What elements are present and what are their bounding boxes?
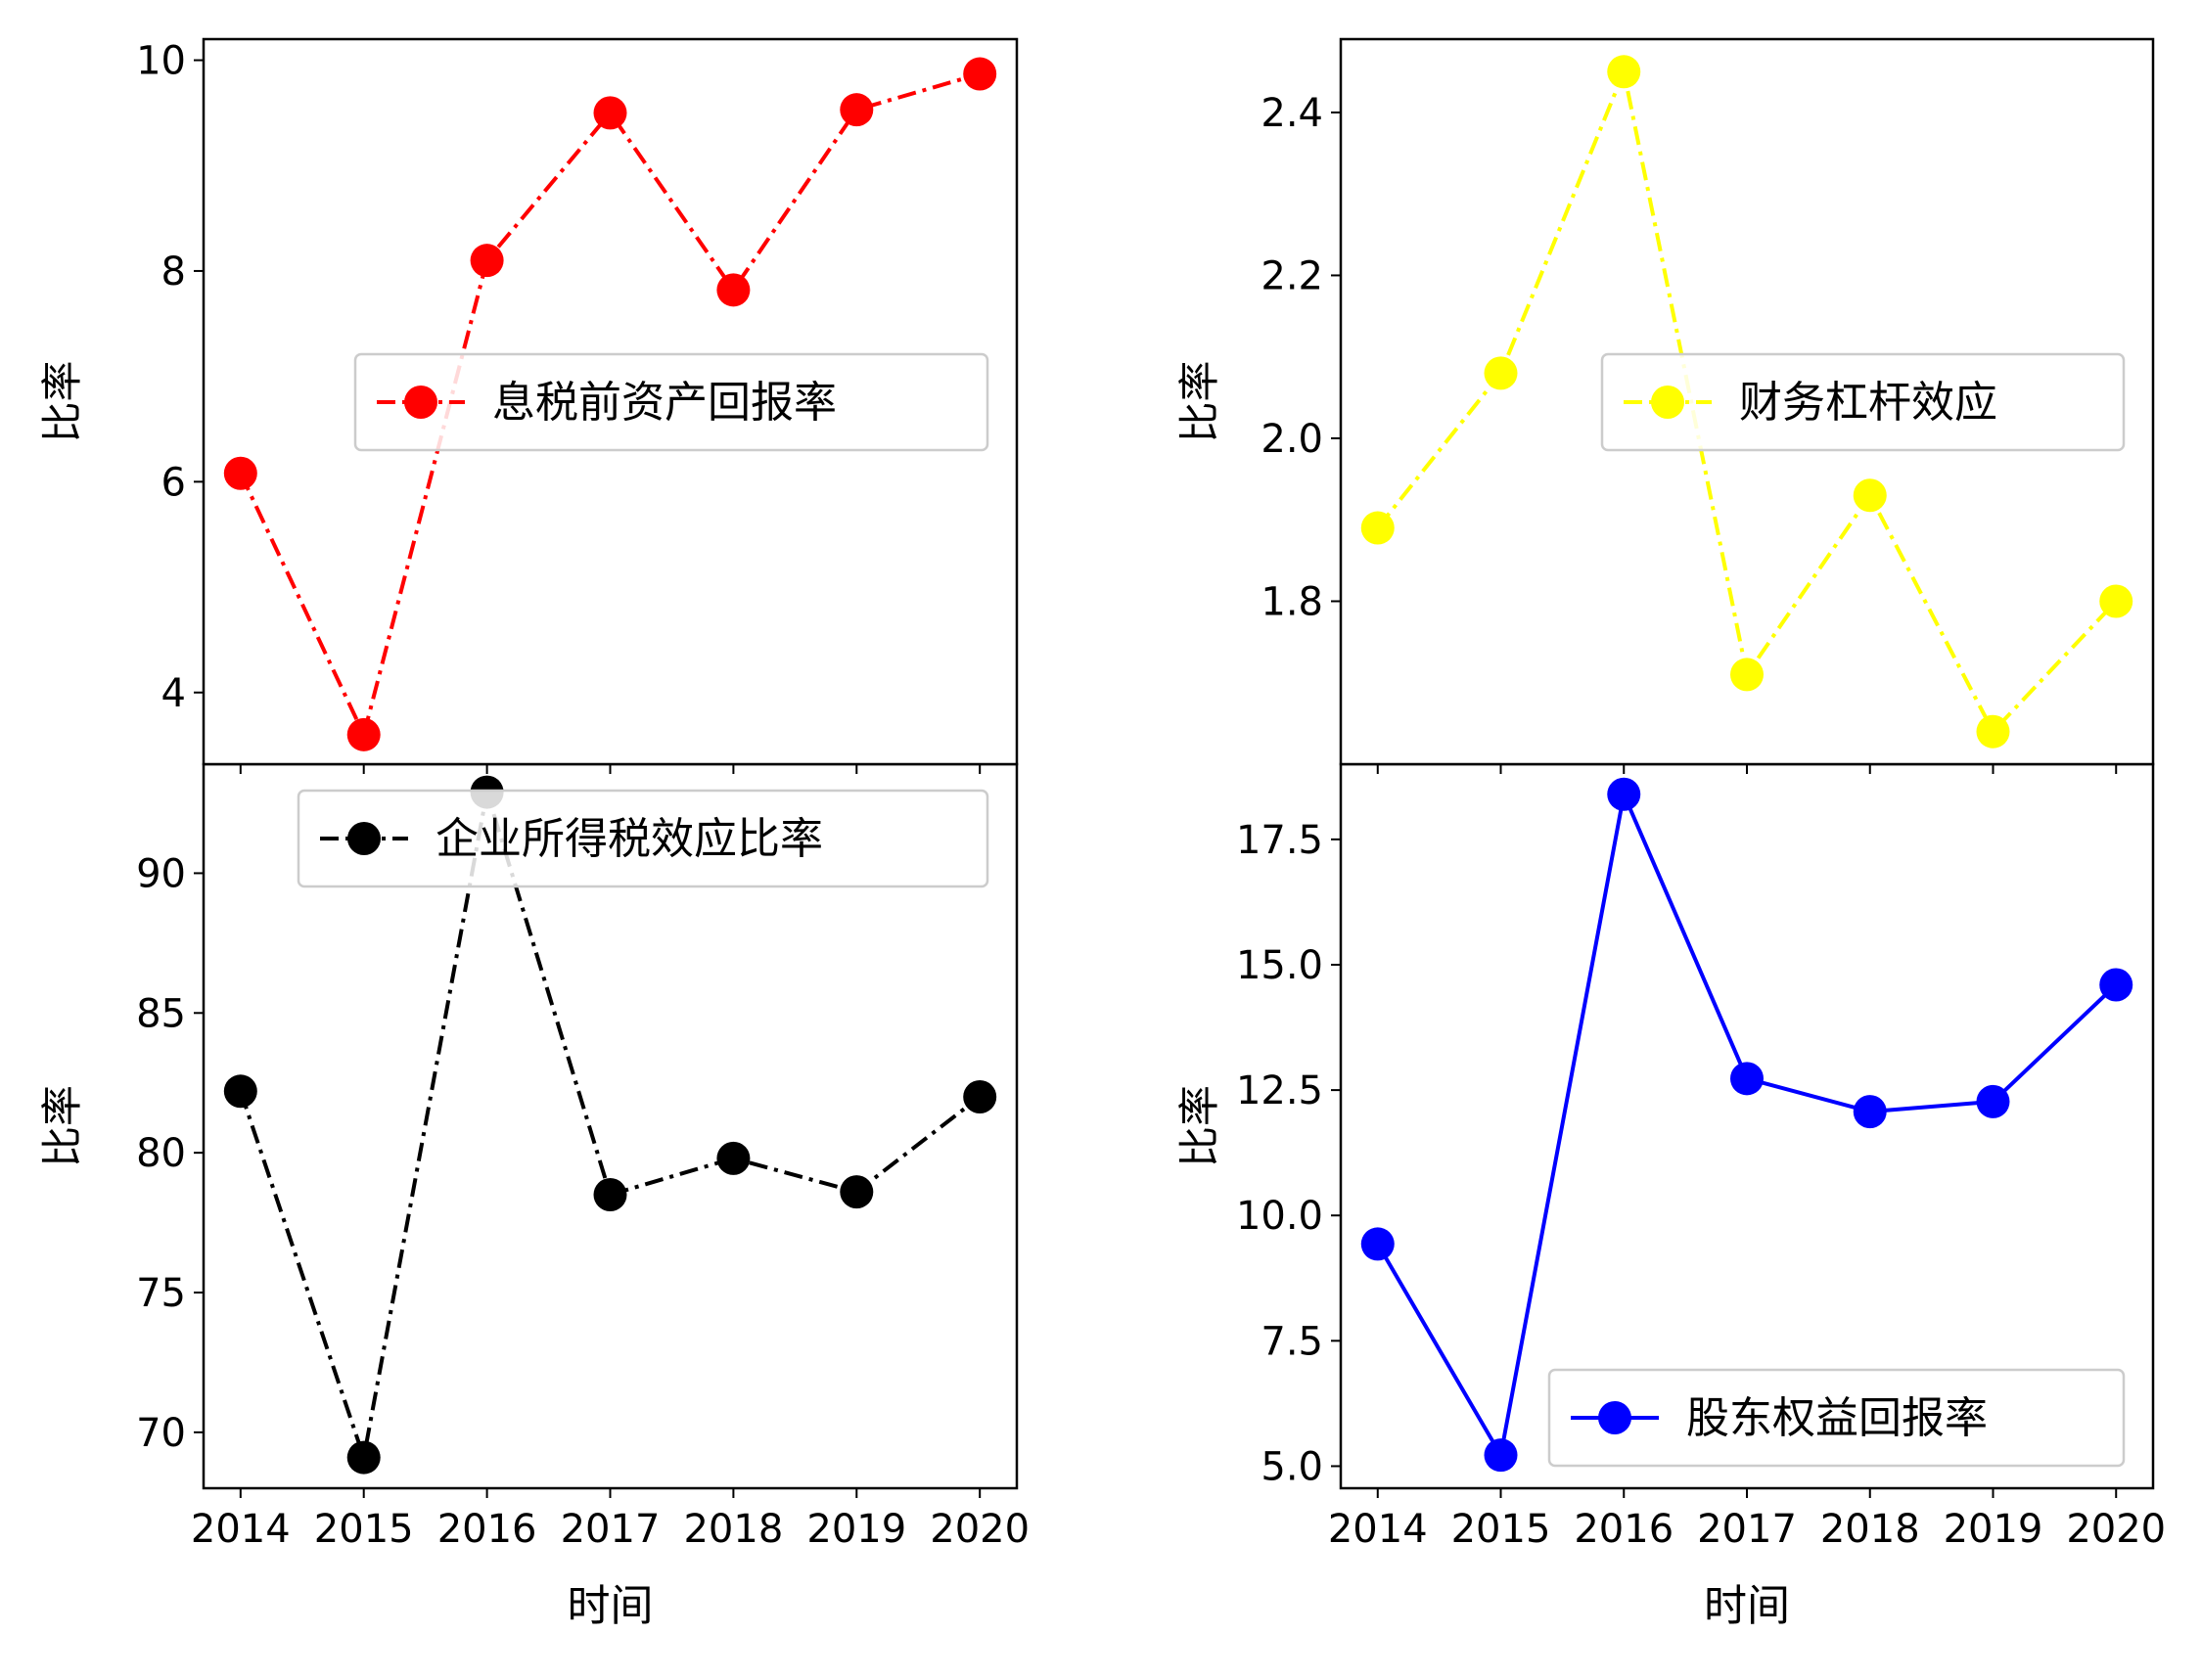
y-tick-label: 70 — [136, 1411, 186, 1456]
legend-marker — [1651, 386, 1684, 419]
legend-label: 息税前资产回报率 — [492, 378, 837, 428]
y-tick-label: 1.8 — [1261, 579, 1323, 624]
y-axis-label: 比率 — [1175, 360, 1223, 442]
data-point — [593, 96, 627, 130]
axes-frame — [1339, 37, 2155, 766]
data-point — [1484, 356, 1518, 390]
data-point — [1730, 1062, 1764, 1096]
data-point — [716, 273, 751, 307]
data-point — [223, 456, 257, 490]
legend-marker — [1598, 1401, 1631, 1434]
x-tick-label: 2014 — [191, 1507, 291, 1552]
axes-frame — [202, 37, 1019, 766]
x-tick-label: 2020 — [2066, 1507, 2166, 1552]
x-tick-label: 2020 — [930, 1507, 1030, 1552]
y-tick-label: 15.0 — [1236, 943, 1323, 988]
data-point — [1484, 1438, 1518, 1473]
legend-label: 财务杠杆效应 — [1739, 378, 1997, 428]
data-point — [223, 1074, 257, 1109]
y-tick-label: 17.5 — [1236, 818, 1323, 863]
data-point — [2099, 584, 2133, 618]
legend: 息税前资产回报率 — [353, 352, 989, 452]
subplot-2: 1.8 2.0 2.2 2.4 比率 财务杠杆效应 — [1175, 37, 2155, 774]
data-point — [470, 244, 504, 278]
y-tick-label: 2.4 — [1261, 91, 1323, 136]
data-point — [1853, 478, 1887, 513]
y-axis-label: 比率 — [38, 1085, 86, 1167]
subplot-4: 5.0 7.5 10.0 12.5 15.0 17.5 2014 2015 2016 2017 20… — [1175, 762, 2166, 1631]
x-tick-label: 2019 — [1944, 1507, 2043, 1552]
x-axis-label: 时间 — [1704, 1581, 1790, 1631]
y-tick-label: 8 — [161, 250, 186, 295]
legend-box — [1547, 1368, 2126, 1468]
y-tick-label: 80 — [136, 1131, 186, 1176]
x-tick-label: 2018 — [1820, 1507, 1920, 1552]
legend: 股东权益回报率 — [1547, 1368, 2126, 1468]
y-tick-label: 12.5 — [1236, 1068, 1323, 1113]
y-tick-label: 90 — [136, 851, 186, 896]
x-tick-label: 2014 — [1328, 1507, 1428, 1552]
data-point — [1730, 658, 1764, 692]
x-tick-label: 2017 — [1697, 1507, 1797, 1552]
x-tick-label: 2019 — [806, 1507, 906, 1552]
y-tick-label: 5.0 — [1261, 1444, 1323, 1489]
data-point — [963, 1080, 997, 1113]
legend-box — [1600, 352, 2126, 452]
legend-marker — [347, 822, 381, 855]
data-point — [1360, 1227, 1395, 1261]
x-tick-label: 2018 — [683, 1507, 783, 1552]
y-tick-label: 10 — [136, 39, 186, 84]
data-point — [1976, 1084, 2010, 1118]
legend: 企业所得税效应比率 — [297, 789, 989, 888]
y-tick-label: 7.5 — [1261, 1319, 1323, 1364]
subplot-3: 70 75 80 85 90 2014 2015 2016 2017 2018 2019 2020 比率… — [38, 762, 1030, 1631]
x-tick-label: 2017 — [561, 1507, 661, 1552]
x-tick-label: 2015 — [1451, 1507, 1551, 1552]
data-point — [1607, 777, 1641, 811]
legend-box — [297, 789, 989, 888]
legend-marker — [404, 386, 437, 419]
subplot-1: 4 6 8 10 比率 息税前资产回报率 — [38, 37, 1019, 774]
data-point — [1607, 55, 1641, 89]
data-point — [346, 717, 381, 751]
plot-area — [1341, 764, 2153, 1488]
y-tick-label: 85 — [136, 991, 186, 1036]
data-point — [840, 1175, 874, 1209]
data-point — [2099, 968, 2133, 1002]
data-point — [716, 1141, 751, 1175]
y-tick-label: 6 — [161, 460, 186, 505]
x-tick-label: 2016 — [437, 1507, 537, 1552]
data-point — [840, 93, 874, 127]
legend-label: 企业所得税效应比率 — [436, 814, 823, 864]
data-point — [1853, 1095, 1887, 1129]
x-axis-label: 时间 — [568, 1581, 654, 1631]
data-point — [593, 1178, 627, 1211]
data-point — [963, 57, 997, 91]
x-tick-label: 2016 — [1574, 1507, 1674, 1552]
y-tick-label: 4 — [161, 671, 186, 716]
legend-label: 股东权益回报率 — [1686, 1393, 1988, 1443]
data-point — [346, 1440, 381, 1475]
y-tick-label: 10.0 — [1236, 1194, 1323, 1239]
data-point — [1976, 714, 2010, 749]
x-tick-label: 2015 — [314, 1507, 414, 1552]
y-axis-label: 比率 — [38, 360, 86, 442]
y-tick-label: 75 — [136, 1271, 186, 1316]
data-point — [1360, 511, 1395, 545]
legend: 财务杠杆效应 — [1600, 352, 2126, 452]
legend-box — [353, 352, 989, 452]
y-tick-label: 2.0 — [1261, 417, 1323, 462]
y-tick-label: 2.2 — [1261, 253, 1323, 298]
y-axis-label: 比率 — [1175, 1085, 1223, 1167]
